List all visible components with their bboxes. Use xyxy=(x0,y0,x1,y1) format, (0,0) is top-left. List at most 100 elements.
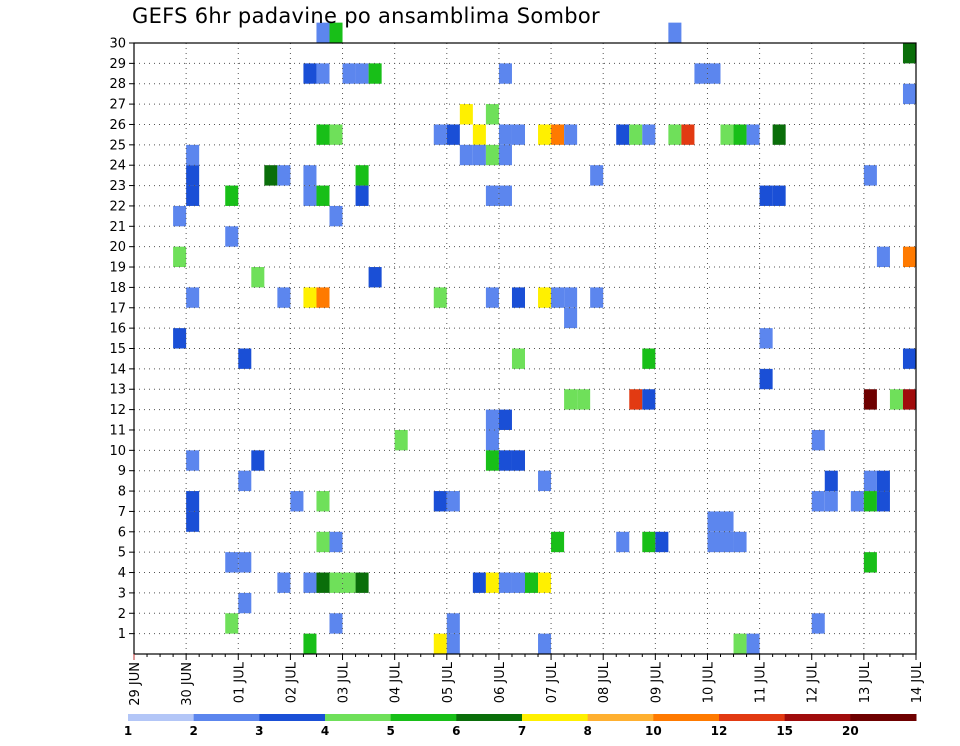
heatmap-cell xyxy=(511,287,525,308)
heatmap-cell xyxy=(772,124,786,145)
colorbar-swatch xyxy=(784,714,851,721)
y-tick-label: 22 xyxy=(109,199,126,214)
heatmap-cell xyxy=(316,22,330,43)
heatmap-cell xyxy=(876,246,890,268)
y-tick-label: 5 xyxy=(118,546,126,561)
heatmap-cell xyxy=(355,165,369,186)
heatmap-cell xyxy=(277,287,291,308)
colorbar-label: 20 xyxy=(842,724,859,738)
heatmap-cell xyxy=(720,124,734,145)
heatmap-cell xyxy=(538,287,552,308)
grid-lines xyxy=(134,43,916,654)
heatmap-cell xyxy=(238,348,252,369)
x-tick-label: 04 JUL xyxy=(389,661,404,703)
colorbar-swatch xyxy=(390,714,457,721)
y-tick-label: 16 xyxy=(109,322,126,337)
heatmap-cell xyxy=(342,572,356,593)
heatmap-cell xyxy=(446,633,460,654)
heatmap-cell xyxy=(303,165,317,186)
x-tick-label: 07 JUL xyxy=(545,661,560,703)
y-tick-label: 30 xyxy=(109,37,126,52)
colorbar-label: 10 xyxy=(645,724,662,738)
heatmap-cell xyxy=(902,246,916,268)
colorbar-label: 7 xyxy=(518,724,526,738)
y-tick-label: 27 xyxy=(109,98,126,113)
heatmap-cell xyxy=(225,552,239,573)
heatmap-cell xyxy=(538,572,552,593)
x-tick-label: 05 JUL xyxy=(441,661,456,703)
y-tick-label: 20 xyxy=(109,240,126,255)
y-tick-label: 28 xyxy=(109,77,126,92)
heatmap-cell xyxy=(225,226,239,247)
y-tick-label: 24 xyxy=(109,159,126,174)
heatmap-cell xyxy=(863,389,877,410)
heatmap-cell xyxy=(290,491,304,512)
heatmap-cell xyxy=(186,144,200,166)
heatmap-cell xyxy=(629,124,643,145)
heatmap-cell xyxy=(863,552,877,573)
axes: 1234567891011121314151617181920212223242… xyxy=(109,37,925,706)
heatmap-cell xyxy=(511,572,525,593)
x-tick-label: 06 JUL xyxy=(493,661,508,703)
y-tick-label: 3 xyxy=(118,586,126,601)
heatmap-cell xyxy=(642,124,656,145)
heatmap-cell xyxy=(277,165,291,186)
heatmap-cell xyxy=(316,287,330,308)
x-tick-label: 14 JUL xyxy=(910,661,925,703)
x-tick-label: 29 JUN xyxy=(128,662,143,706)
heatmap-cell xyxy=(173,205,187,227)
heatmap-cell xyxy=(251,267,265,288)
heatmap-cell xyxy=(655,531,669,553)
heatmap-cell xyxy=(446,124,460,145)
x-tick-label: 03 JUL xyxy=(337,661,352,703)
heatmap-cell xyxy=(863,491,877,512)
heatmap-cell xyxy=(277,572,291,593)
heatmap-cell xyxy=(902,43,916,64)
colorbar-label: 8 xyxy=(583,724,591,738)
heatmap-cell xyxy=(446,613,460,634)
heatmap-cell xyxy=(355,63,369,84)
heatmap-cell xyxy=(889,389,903,410)
heatmap-cell xyxy=(485,104,499,125)
heatmap-cell xyxy=(498,450,512,471)
y-tick-label: 2 xyxy=(118,607,126,622)
heatmap-cell xyxy=(446,491,460,512)
colorbar-label: 4 xyxy=(321,724,329,738)
colorbar-swatch xyxy=(850,714,917,721)
heatmap-cell xyxy=(472,572,486,593)
heatmap-cell xyxy=(551,124,565,145)
heatmap-cell xyxy=(498,144,512,166)
heatmap-cell xyxy=(459,144,473,166)
heatmap-cell xyxy=(459,104,473,125)
heatmap-cell xyxy=(746,124,760,145)
heatmap-cell xyxy=(811,491,825,512)
heatmap-cell xyxy=(551,531,565,553)
heatmap-cell xyxy=(186,287,200,308)
heatmap-cell xyxy=(564,307,578,329)
colorbar-swatch xyxy=(259,714,326,721)
heatmap-cell xyxy=(759,185,773,206)
heatmap-cell xyxy=(329,22,343,43)
y-tick-label: 12 xyxy=(109,403,126,418)
heatmap-cell xyxy=(316,491,330,512)
heatmap-cell xyxy=(238,470,252,492)
heatmap-cell xyxy=(498,572,512,593)
heatmap-cell xyxy=(720,531,734,553)
heatmap-cell xyxy=(433,287,447,308)
y-tick-label: 23 xyxy=(109,179,126,194)
heatmap-cell xyxy=(186,511,200,532)
heatmap-cell xyxy=(264,165,278,186)
heatmap-cell xyxy=(498,185,512,206)
heatmap-cell xyxy=(433,491,447,512)
heatmap-cell xyxy=(668,22,682,43)
x-tick-label: 08 JUL xyxy=(597,661,612,703)
heatmap-cell xyxy=(733,531,747,553)
y-tick-label: 7 xyxy=(118,505,126,520)
heatmap-cell xyxy=(525,572,539,593)
colorbar-label: 15 xyxy=(776,724,793,738)
y-tick-label: 25 xyxy=(109,138,126,153)
x-tick-label: 10 JUL xyxy=(701,661,716,703)
heatmap-cell xyxy=(329,531,343,553)
colorbar-swatch xyxy=(587,714,654,721)
